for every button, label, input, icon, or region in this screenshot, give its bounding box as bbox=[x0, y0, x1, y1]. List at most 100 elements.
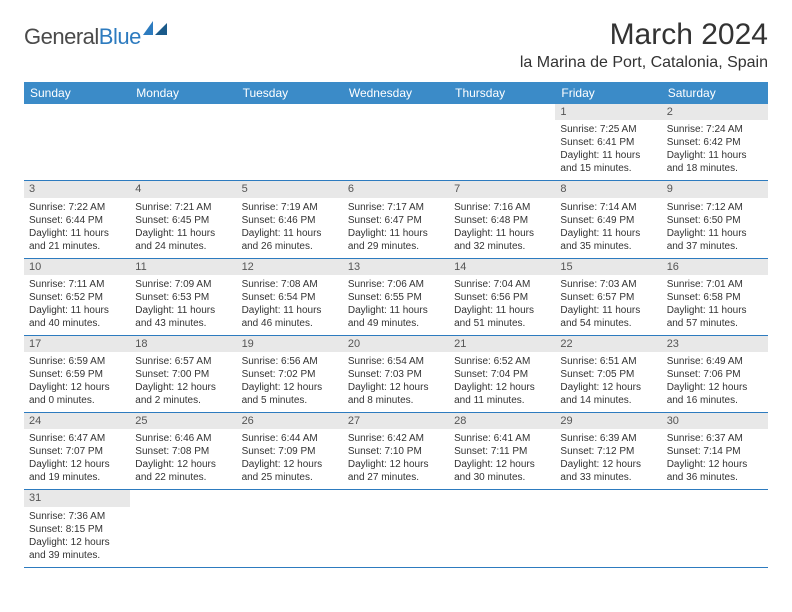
location: la Marina de Port, Catalonia, Spain bbox=[520, 54, 768, 72]
day-cell-empty bbox=[662, 490, 768, 566]
title-block: March 2024 la Marina de Port, Catalonia,… bbox=[520, 18, 768, 72]
day-cell: 10 Sunrise: 7:11 AMSunset: 6:52 PMDayligh… bbox=[24, 259, 130, 335]
day-cell: 22 Sunrise: 6:51 AMSunset: 7:05 PMDayligh… bbox=[555, 336, 661, 412]
day-cell: 21 Sunrise: 6:52 AMSunset: 7:04 PMDayligh… bbox=[449, 336, 555, 412]
day-number: 10 bbox=[24, 259, 130, 275]
day-number: 28 bbox=[449, 413, 555, 429]
day-cell: 8 Sunrise: 7:14 AMSunset: 6:49 PMDaylight… bbox=[555, 181, 661, 257]
day-number: 18 bbox=[130, 336, 236, 352]
day-header-cell: Saturday bbox=[662, 82, 768, 104]
day-cell-empty bbox=[343, 104, 449, 180]
day-number: 4 bbox=[130, 181, 236, 197]
day-details: Sunrise: 7:08 AMSunset: 6:54 PMDaylight:… bbox=[242, 278, 338, 330]
day-cell: 31Sunrise: 7:36 AMSunset: 8:15 PMDayligh… bbox=[24, 490, 130, 566]
day-cell: 15 Sunrise: 7:03 AMSunset: 6:57 PMDayligh… bbox=[555, 259, 661, 335]
day-cell: 23Sunrise: 6:49 AMSunset: 7:06 PMDayligh… bbox=[662, 336, 768, 412]
week-row: 1Sunrise: 7:25 AMSunset: 6:41 PMDaylight… bbox=[24, 104, 768, 181]
logo: GeneralBlue bbox=[24, 24, 169, 50]
day-number: 31 bbox=[24, 490, 130, 506]
day-cell: 17Sunrise: 6:59 AMSunset: 6:59 PMDayligh… bbox=[24, 336, 130, 412]
day-cell: 6Sunrise: 7:17 AMSunset: 6:47 PMDaylight… bbox=[343, 181, 449, 257]
flag-icon bbox=[143, 21, 169, 44]
week-row: 24Sunrise: 6:47 AMSunset: 7:07 PMDayligh… bbox=[24, 413, 768, 490]
day-number: 13 bbox=[343, 259, 449, 275]
day-details: Sunrise: 7:14 AMSunset: 6:49 PMDaylight:… bbox=[560, 201, 656, 253]
logo-text-gray: General bbox=[24, 24, 99, 49]
day-number: 5 bbox=[237, 181, 343, 197]
day-cell: 4 Sunrise: 7:21 AMSunset: 6:45 PMDaylight… bbox=[130, 181, 236, 257]
day-details: Sunrise: 6:57 AMSunset: 7:00 PMDaylight:… bbox=[135, 355, 231, 407]
week-row: 3 Sunrise: 7:22 AMSunset: 6:44 PMDaylight… bbox=[24, 181, 768, 258]
day-number: 11 bbox=[130, 259, 236, 275]
day-details: Sunrise: 6:47 AMSunset: 7:07 PMDaylight:… bbox=[29, 432, 125, 484]
day-cell: 25Sunrise: 6:46 AMSunset: 7:08 PMDayligh… bbox=[130, 413, 236, 489]
logo-text-blue: Blue bbox=[99, 24, 141, 49]
day-details: Sunrise: 6:39 AMSunset: 7:12 PMDaylight:… bbox=[560, 432, 656, 484]
day-details: Sunrise: 6:44 AMSunset: 7:09 PMDaylight:… bbox=[242, 432, 338, 484]
day-details: Sunrise: 7:17 AMSunset: 6:47 PMDaylight:… bbox=[348, 201, 444, 253]
day-cell: 24Sunrise: 6:47 AMSunset: 7:07 PMDayligh… bbox=[24, 413, 130, 489]
day-details: Sunrise: 6:52 AMSunset: 7:04 PMDaylight:… bbox=[454, 355, 550, 407]
day-number: 17 bbox=[24, 336, 130, 352]
day-number: 2 bbox=[662, 104, 768, 120]
day-cell: 14Sunrise: 7:04 AMSunset: 6:56 PMDayligh… bbox=[449, 259, 555, 335]
day-details: Sunrise: 6:51 AMSunset: 7:05 PMDaylight:… bbox=[560, 355, 656, 407]
page: GeneralBlue March 2024 la Marina de Port… bbox=[0, 0, 792, 586]
day-cell: 28Sunrise: 6:41 AMSunset: 7:11 PMDayligh… bbox=[449, 413, 555, 489]
day-number: 16 bbox=[662, 259, 768, 275]
day-cell: 30 Sunrise: 6:37 AMSunset: 7:14 PMDayligh… bbox=[662, 413, 768, 489]
day-details: Sunrise: 7:25 AMSunset: 6:41 PMDaylight:… bbox=[560, 123, 656, 175]
day-details: Sunrise: 6:46 AMSunset: 7:08 PMDaylight:… bbox=[135, 432, 231, 484]
day-number: 9 bbox=[662, 181, 768, 197]
header: GeneralBlue March 2024 la Marina de Port… bbox=[24, 18, 768, 72]
day-header-cell: Thursday bbox=[449, 82, 555, 104]
day-number: 15 bbox=[555, 259, 661, 275]
day-cell: 27Sunrise: 6:42 AMSunset: 7:10 PMDayligh… bbox=[343, 413, 449, 489]
day-details: Sunrise: 6:37 AMSunset: 7:14 PMDaylight:… bbox=[667, 432, 763, 484]
day-header-cell: Wednesday bbox=[343, 82, 449, 104]
day-header-cell: Sunday bbox=[24, 82, 130, 104]
week-row: 10 Sunrise: 7:11 AMSunset: 6:52 PMDayligh… bbox=[24, 259, 768, 336]
day-header-cell: Tuesday bbox=[237, 82, 343, 104]
day-cell: 2 Sunrise: 7:24 AMSunset: 6:42 PMDaylight… bbox=[662, 104, 768, 180]
day-details: Sunrise: 7:21 AMSunset: 6:45 PMDaylight:… bbox=[135, 201, 231, 253]
day-cell: 11 Sunrise: 7:09 AMSunset: 6:53 PMDayligh… bbox=[130, 259, 236, 335]
day-cell: 18 Sunrise: 6:57 AMSunset: 7:00 PMDayligh… bbox=[130, 336, 236, 412]
day-details: Sunrise: 7:22 AMSunset: 6:44 PMDaylight:… bbox=[29, 201, 125, 253]
day-number: 3 bbox=[24, 181, 130, 197]
day-cell: 9Sunrise: 7:12 AMSunset: 6:50 PMDaylight… bbox=[662, 181, 768, 257]
day-details: Sunrise: 7:03 AMSunset: 6:57 PMDaylight:… bbox=[560, 278, 656, 330]
day-cell: 19Sunrise: 6:56 AMSunset: 7:02 PMDayligh… bbox=[237, 336, 343, 412]
day-cell-empty bbox=[449, 104, 555, 180]
week-row: 31Sunrise: 7:36 AMSunset: 8:15 PMDayligh… bbox=[24, 490, 768, 567]
day-number: 21 bbox=[449, 336, 555, 352]
day-cell: 7Sunrise: 7:16 AMSunset: 6:48 PMDaylight… bbox=[449, 181, 555, 257]
day-cell-empty bbox=[555, 490, 661, 566]
day-cell-empty bbox=[130, 490, 236, 566]
day-details: Sunrise: 7:09 AMSunset: 6:53 PMDaylight:… bbox=[135, 278, 231, 330]
day-number: 22 bbox=[555, 336, 661, 352]
day-number: 30 bbox=[662, 413, 768, 429]
day-details: Sunrise: 7:06 AMSunset: 6:55 PMDaylight:… bbox=[348, 278, 444, 330]
day-number: 8 bbox=[555, 181, 661, 197]
calendar: SundayMondayTuesdayWednesdayThursdayFrid… bbox=[24, 82, 768, 568]
month-title: March 2024 bbox=[520, 18, 768, 52]
day-number: 14 bbox=[449, 259, 555, 275]
day-cell: 12Sunrise: 7:08 AMSunset: 6:54 PMDayligh… bbox=[237, 259, 343, 335]
day-cell: 29Sunrise: 6:39 AMSunset: 7:12 PMDayligh… bbox=[555, 413, 661, 489]
day-cell-empty bbox=[449, 490, 555, 566]
week-row: 17Sunrise: 6:59 AMSunset: 6:59 PMDayligh… bbox=[24, 336, 768, 413]
day-cell: 1Sunrise: 7:25 AMSunset: 6:41 PMDaylight… bbox=[555, 104, 661, 180]
day-header-cell: Friday bbox=[555, 82, 661, 104]
day-details: Sunrise: 7:01 AMSunset: 6:58 PMDaylight:… bbox=[667, 278, 763, 330]
day-cell-empty bbox=[237, 490, 343, 566]
day-cell-empty bbox=[24, 104, 130, 180]
day-cell-empty bbox=[130, 104, 236, 180]
day-details: Sunrise: 7:11 AMSunset: 6:52 PMDaylight:… bbox=[29, 278, 125, 330]
day-details: Sunrise: 7:24 AMSunset: 6:42 PMDaylight:… bbox=[667, 123, 763, 175]
day-details: Sunrise: 7:16 AMSunset: 6:48 PMDaylight:… bbox=[454, 201, 550, 253]
day-cell: 20Sunrise: 6:54 AMSunset: 7:03 PMDayligh… bbox=[343, 336, 449, 412]
day-number: 23 bbox=[662, 336, 768, 352]
day-number: 27 bbox=[343, 413, 449, 429]
day-details: Sunrise: 7:19 AMSunset: 6:46 PMDaylight:… bbox=[242, 201, 338, 253]
